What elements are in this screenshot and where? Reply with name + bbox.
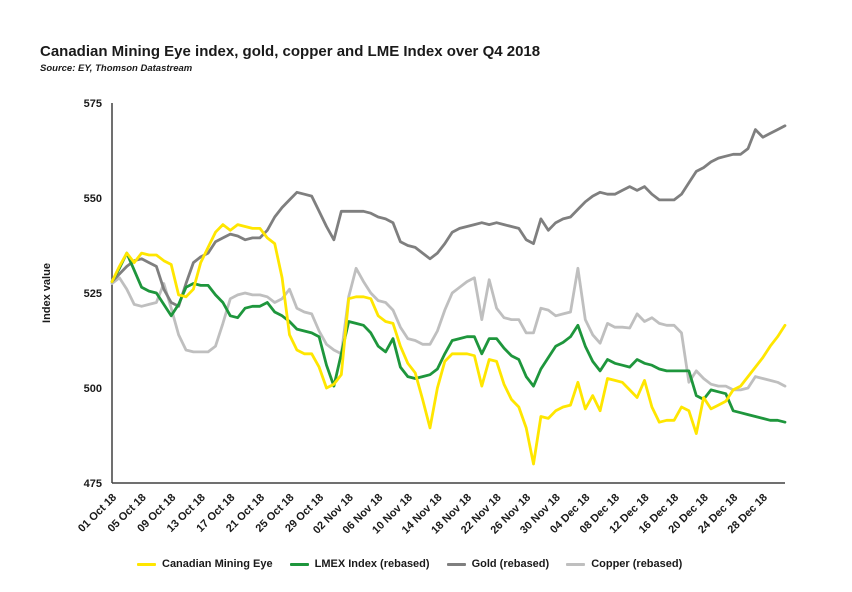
series-line-copper-rebased xyxy=(110,266,787,392)
legend-swatch-icon xyxy=(446,562,466,566)
legend-swatch-icon xyxy=(289,562,309,566)
y-tick-label: 475 xyxy=(84,478,102,490)
series-line-canadian-mining-eye xyxy=(110,223,787,466)
legend-label: Canadian Mining Eye xyxy=(162,558,273,570)
legend-item: LMEX Index (rebased) xyxy=(289,558,430,570)
legend-label: LMEX Index (rebased) xyxy=(314,558,430,570)
y-axis-title: Index value xyxy=(41,263,53,323)
legend-item: Canadian Mining Eye xyxy=(137,558,273,570)
series-line-lmex-index-rebased xyxy=(110,251,787,424)
legend-item: Gold (rebased) xyxy=(446,558,550,570)
legend-swatch-icon xyxy=(566,562,586,566)
series-line-gold-rebased xyxy=(110,124,787,308)
legend-label: Copper (rebased) xyxy=(591,558,683,570)
chart-source: Source: EY, Thomson Datastream xyxy=(40,63,193,74)
y-tick-label: 525 xyxy=(84,288,102,300)
chart-title: Canadian Mining Eye index, gold, copper … xyxy=(40,43,541,60)
chart-legend: Canadian Mining Eye LMEX Index (rebased) G… xyxy=(137,558,682,570)
y-tick-label: 575 xyxy=(84,98,102,110)
y-tick-label: 550 xyxy=(84,193,102,205)
legend-swatch-icon xyxy=(137,562,156,566)
legend-label: Gold (rebased) xyxy=(471,558,550,570)
legend-item: Copper (rebased) xyxy=(566,558,682,570)
y-tick-label: 500 xyxy=(84,383,102,395)
